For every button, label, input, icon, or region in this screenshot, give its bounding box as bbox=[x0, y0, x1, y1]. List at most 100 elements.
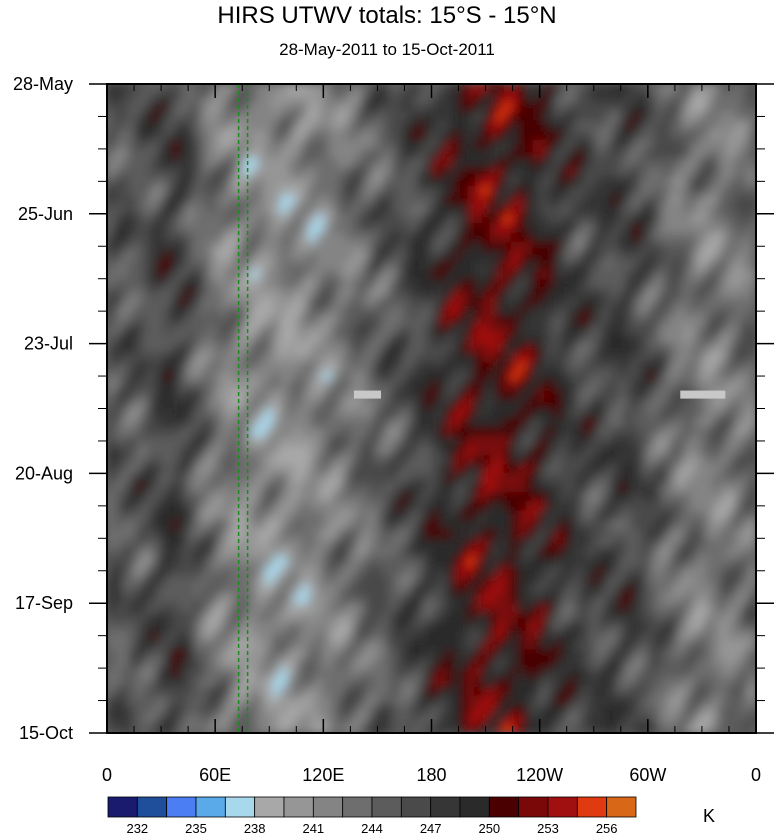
heatmap-cell bbox=[597, 287, 606, 298]
heatmap-cell bbox=[647, 408, 656, 419]
heatmap-cell bbox=[251, 102, 260, 113]
heatmap-cell bbox=[662, 501, 671, 512]
heatmap-cell bbox=[301, 352, 310, 363]
heatmap-cell bbox=[518, 213, 526, 224]
heatmap-cell bbox=[265, 93, 274, 104]
heatmap-cell bbox=[373, 529, 382, 539]
heatmap-cell bbox=[496, 84, 505, 94]
heatmap-cell bbox=[128, 529, 137, 539]
heatmap-cell bbox=[474, 250, 483, 261]
heatmap-cell bbox=[546, 260, 555, 271]
heatmap-cell bbox=[164, 371, 173, 382]
heatmap-cell bbox=[554, 269, 562, 280]
heatmap-cell bbox=[481, 519, 490, 530]
heatmap-cell bbox=[640, 436, 649, 447]
heatmap-cell bbox=[496, 473, 505, 484]
heatmap-cell bbox=[207, 371, 216, 382]
heatmap-cell bbox=[597, 139, 606, 150]
heatmap-cell bbox=[467, 445, 476, 456]
heatmap-cell bbox=[287, 575, 296, 586]
heatmap-cell bbox=[647, 436, 656, 447]
heatmap-cell bbox=[258, 538, 267, 549]
heatmap-cell bbox=[546, 241, 555, 252]
heatmap-cell bbox=[164, 362, 173, 373]
heatmap-cell bbox=[344, 417, 353, 428]
heatmap-cell bbox=[200, 427, 209, 437]
heatmap-cell bbox=[561, 510, 570, 521]
heatmap-cell bbox=[417, 102, 425, 113]
heatmap-cell bbox=[215, 362, 223, 373]
heatmap-cell bbox=[143, 399, 151, 410]
heatmap-cell bbox=[388, 464, 397, 474]
heatmap-cell bbox=[532, 371, 541, 382]
heatmap-cell bbox=[676, 167, 685, 178]
heatmap-cell bbox=[438, 566, 447, 576]
heatmap-cell bbox=[676, 306, 685, 317]
heatmap-cell bbox=[337, 343, 346, 354]
heatmap-cell bbox=[705, 315, 714, 326]
heatmap-cell bbox=[611, 454, 620, 465]
heatmap-cell bbox=[352, 84, 360, 94]
heatmap-cell bbox=[554, 195, 562, 206]
heatmap-cell bbox=[748, 584, 756, 595]
heatmap-cell bbox=[287, 343, 296, 354]
heatmap-cell bbox=[395, 454, 404, 465]
heatmap-cell bbox=[525, 362, 534, 373]
heatmap-cell bbox=[107, 93, 115, 104]
heatmap-cell bbox=[590, 278, 598, 289]
heatmap-cell bbox=[179, 343, 187, 354]
heatmap-cell bbox=[604, 148, 613, 159]
heatmap-cell bbox=[164, 575, 173, 586]
heatmap-cell bbox=[691, 529, 699, 539]
heatmap-cell bbox=[135, 102, 144, 113]
heatmap-cell bbox=[164, 111, 173, 122]
heatmap-cell bbox=[229, 445, 238, 456]
heatmap-cell bbox=[280, 306, 288, 317]
heatmap-cell bbox=[647, 352, 656, 363]
heatmap-cell bbox=[741, 185, 750, 196]
heatmap-cell bbox=[359, 241, 368, 252]
heatmap-cell bbox=[525, 325, 534, 335]
heatmap-cell bbox=[323, 593, 332, 604]
heatmap-cell bbox=[474, 352, 483, 363]
heatmap-cell bbox=[741, 315, 750, 326]
heatmap-cell bbox=[409, 593, 418, 604]
heatmap-cell bbox=[301, 436, 310, 447]
heatmap-cell bbox=[107, 130, 115, 141]
heatmap-cell bbox=[712, 204, 721, 215]
heatmap-cell bbox=[424, 427, 433, 437]
heatmap-cell bbox=[445, 167, 454, 178]
heatmap-cell bbox=[236, 334, 245, 345]
heatmap-cell bbox=[546, 380, 555, 391]
heatmap-cell bbox=[554, 352, 562, 363]
heatmap-cell bbox=[121, 260, 130, 271]
heatmap-cell bbox=[352, 176, 360, 187]
heatmap-cell bbox=[301, 362, 310, 373]
heatmap-cell bbox=[633, 111, 642, 122]
heatmap-cell bbox=[582, 158, 591, 169]
heatmap-cell bbox=[417, 334, 425, 345]
heatmap-cell bbox=[496, 436, 505, 447]
heatmap-cell bbox=[590, 482, 598, 493]
heatmap-cell bbox=[662, 566, 671, 576]
heatmap-cell bbox=[647, 167, 656, 178]
heatmap-cell bbox=[719, 315, 728, 326]
heatmap-cell bbox=[301, 566, 310, 576]
heatmap-cell bbox=[316, 417, 324, 428]
heatmap-cell bbox=[647, 204, 656, 215]
heatmap-cell bbox=[618, 538, 627, 549]
heatmap-cell bbox=[518, 260, 526, 271]
heatmap-cell bbox=[330, 380, 339, 391]
heatmap-cell bbox=[157, 408, 166, 419]
heatmap-cell bbox=[308, 223, 317, 233]
heatmap-cell bbox=[489, 427, 497, 437]
heatmap-cell bbox=[287, 491, 296, 502]
heatmap-cell bbox=[265, 250, 274, 261]
heatmap-cell bbox=[575, 408, 584, 419]
heatmap-cell bbox=[308, 417, 317, 428]
heatmap-cell bbox=[215, 111, 223, 122]
heatmap-cell bbox=[215, 436, 223, 447]
heatmap-cell bbox=[236, 454, 245, 465]
heatmap-cell bbox=[409, 250, 418, 261]
heatmap-cell bbox=[597, 185, 606, 196]
